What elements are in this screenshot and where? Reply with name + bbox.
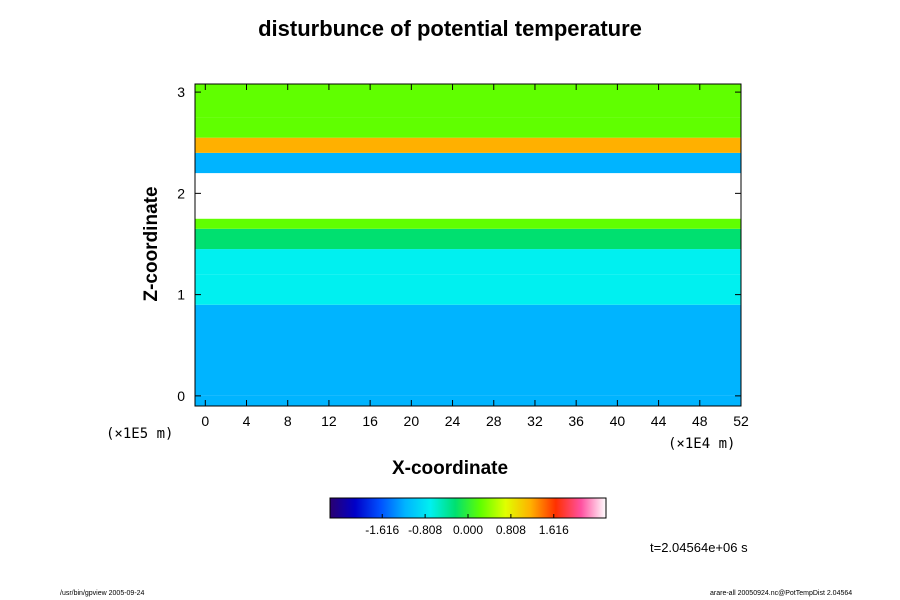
x-tick-label: 12 bbox=[321, 413, 337, 429]
x-tick-label: 40 bbox=[610, 413, 626, 429]
x-tick-label: 44 bbox=[651, 413, 667, 429]
y-axis-label: Z-coordinate bbox=[141, 186, 162, 302]
heatmap-layer-5 bbox=[195, 173, 741, 219]
x-axis-label: X-coordinate bbox=[391, 458, 509, 479]
heatmap-layer-1 bbox=[195, 274, 741, 305]
colorbar-tick-label: 1.616 bbox=[539, 523, 569, 537]
heatmap-layer-base bbox=[195, 395, 741, 406]
x-tick-label: 32 bbox=[527, 413, 543, 429]
colorbar-tick-label: 0.808 bbox=[496, 523, 526, 537]
colorbar-tick-label: 0.000 bbox=[453, 523, 483, 537]
y-tick-label: 1 bbox=[177, 287, 185, 303]
x-tick-label: 48 bbox=[692, 413, 708, 429]
plot-frame bbox=[194, 83, 742, 407]
heatmap-layer-0 bbox=[195, 304, 741, 396]
y-tick-label: 3 bbox=[177, 84, 185, 100]
x-tick-label: 52 bbox=[733, 413, 749, 429]
footer-right: arare-all 20050924.nc@PotTempDist 2.0456… bbox=[710, 590, 853, 597]
x-tick-label: 24 bbox=[445, 413, 461, 429]
colorbar-ticks: -1.616 -0.808 0.000 0.808 1.616 bbox=[365, 514, 569, 537]
x-tick-label: 20 bbox=[404, 413, 420, 429]
x-axis-unit: (×1E4 m) bbox=[668, 436, 736, 452]
x-tick-label: 8 bbox=[284, 413, 292, 429]
y-tick-label: 2 bbox=[177, 185, 185, 201]
x-axis-ticks: 0 4 8 12 16 20 24 28 32 36 40 44 48 52 bbox=[201, 84, 749, 429]
x-tick-label: 0 bbox=[201, 413, 209, 429]
x-tick-label: 16 bbox=[362, 413, 378, 429]
y-axis-ticks: 0 1 2 3 bbox=[177, 84, 741, 404]
y-tick-label: 0 bbox=[177, 388, 185, 404]
colorbar-tick-label: -1.616 bbox=[365, 523, 399, 537]
heatmap-layer-6 bbox=[195, 152, 741, 174]
x-tick-label: 4 bbox=[243, 413, 251, 429]
colorbar-tick-label: -0.808 bbox=[408, 523, 442, 537]
x-tick-label: 28 bbox=[486, 413, 502, 429]
time-label: t=2.04564e+06 s bbox=[650, 540, 748, 555]
heatmap-layer-8 bbox=[195, 117, 741, 138]
footer-left: /usr/bin/gpview 2005-09-24 bbox=[60, 590, 145, 597]
x-tick-label: 36 bbox=[568, 413, 584, 429]
heatmap-layers bbox=[195, 84, 741, 406]
chart-title: disturbunce of potential temperature bbox=[258, 16, 642, 41]
heatmap-layer-4 bbox=[195, 218, 741, 229]
heatmap-layer-3 bbox=[195, 228, 741, 250]
heatmap-layer-2 bbox=[195, 249, 741, 275]
y-axis-unit: (×1E5 m) bbox=[106, 426, 174, 442]
heatmap-layer-9 bbox=[195, 84, 741, 118]
heatmap-layer-7 bbox=[195, 137, 741, 153]
